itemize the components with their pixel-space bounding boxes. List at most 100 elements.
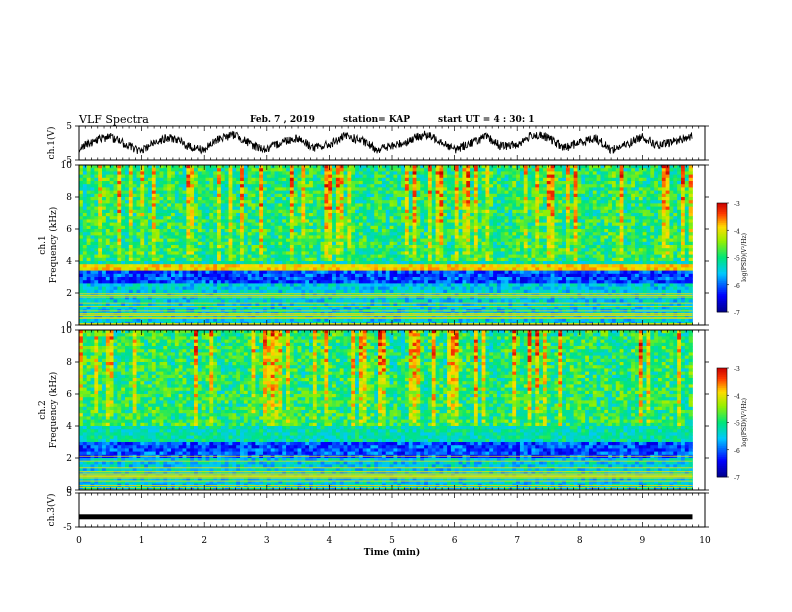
spectrogram-cell [565, 251, 571, 255]
spectrogram-cell [531, 241, 536, 246]
spectrogram-cell [90, 209, 95, 214]
spectrogram-cell [324, 222, 329, 227]
spectrogram-cell [489, 171, 494, 175]
spectrogram-cell [274, 203, 279, 207]
spectrogram-cell [151, 219, 157, 223]
spectrogram-cell [148, 213, 153, 217]
spectrogram-cell [427, 254, 433, 259]
spectrogram-cell [324, 190, 329, 195]
spectrogram-cell [220, 177, 226, 182]
spectrogram-cell [148, 219, 153, 223]
spectrogram-cell [159, 200, 164, 204]
spectrogram-cell [366, 257, 371, 262]
spectrogram-cell [374, 235, 379, 239]
spectrogram-cell [615, 254, 621, 259]
spectrogram-cell [473, 168, 479, 172]
spectrogram-cell [102, 222, 107, 227]
spectrogram-cell [240, 245, 245, 249]
spectrogram-cell [174, 241, 180, 246]
spectrogram-cell [121, 206, 126, 211]
spectrogram-cell [155, 232, 160, 236]
spectrogram-cell [186, 213, 191, 217]
spectrogram-cell [489, 216, 494, 220]
spectrogram-cell [197, 197, 203, 201]
spectrogram-cell [596, 251, 601, 255]
spectrogram-cell [527, 241, 532, 246]
spectrogram-cell [140, 200, 145, 204]
spectrogram-cell [355, 203, 360, 207]
spectrogram-cell [194, 187, 199, 191]
spectrogram-cell [132, 209, 137, 214]
spectrogram-cell [615, 219, 621, 223]
spectrogram-cell [523, 184, 528, 188]
spectrogram-cell [282, 177, 287, 182]
spectrogram-cell [205, 245, 210, 249]
spectrogram-cell [654, 177, 659, 182]
spectrogram-cell [516, 241, 521, 246]
spectrogram-cell [677, 171, 682, 175]
spectrogram-cell [136, 219, 141, 223]
spectrogram-cell [220, 209, 226, 214]
spectrogram-cell [197, 193, 203, 198]
spectrogram-cell [558, 197, 563, 201]
spectrogram-cell [194, 257, 199, 262]
spectrogram-cell [163, 200, 168, 204]
spectrogram-cell [232, 193, 237, 198]
spectrogram-cell [404, 184, 410, 188]
spectrogram-cell [324, 245, 329, 249]
spectrogram-cell [297, 222, 302, 227]
spectrogram-cell [243, 165, 249, 169]
spectrogram-cell [282, 232, 287, 236]
spectrogram-cell [473, 174, 479, 179]
spectrogram-cell [550, 206, 555, 211]
spectrogram-cell [470, 181, 475, 185]
spectrogram-cell [98, 235, 103, 239]
spectrogram-cell [228, 213, 233, 217]
spectrogram-cell [539, 235, 544, 239]
spectrogram-cell [197, 213, 203, 217]
spectrogram-cell [224, 235, 229, 239]
spectrogram-cell [650, 251, 655, 255]
spectrogram-cell [573, 165, 578, 169]
spectrogram-cell [443, 171, 448, 175]
spectrogram-cell [358, 200, 364, 204]
spectrogram-cell [631, 241, 636, 246]
spectrogram-cell [420, 209, 425, 214]
spectrogram-cell [347, 225, 352, 230]
spectrogram-cell [343, 219, 348, 223]
spectrogram-cell [512, 248, 517, 252]
spectrogram-cell [305, 225, 310, 230]
spectrogram-cell [393, 238, 398, 243]
spectrogram-cell [539, 216, 544, 220]
spectrogram-cell [190, 206, 195, 211]
spectrogram-cell [600, 165, 605, 169]
spectrogram-cell [247, 251, 252, 255]
spectrogram-cell [684, 187, 690, 191]
spectrogram-cell [282, 254, 287, 259]
spectrogram-cell [604, 241, 609, 246]
spectrogram-cell [650, 232, 655, 236]
spectrogram-cell [79, 177, 84, 182]
spectrogram-cell [389, 174, 394, 179]
spectrogram-cell [121, 222, 126, 227]
spectrogram-cell [493, 200, 498, 204]
spectrogram-cell [420, 251, 425, 255]
spectrogram-cell [247, 248, 252, 252]
spectrogram-cell [450, 168, 456, 172]
spectrogram-cell [496, 171, 502, 175]
spectrogram-cell [393, 222, 398, 227]
spectrogram-cell [573, 235, 578, 239]
spectrogram-cell [144, 200, 149, 204]
spectrogram-cell [358, 219, 364, 223]
spectrogram-cell [546, 197, 552, 201]
spectrogram-cell [661, 193, 667, 198]
spectrogram-cell [213, 174, 218, 179]
spectrogram-cell [362, 219, 367, 223]
spectrogram-cell [424, 184, 429, 188]
spectrogram-cell [516, 257, 521, 262]
spectrogram-cell [255, 251, 260, 255]
spectrogram-cell [496, 235, 502, 239]
spectrogram-cell [462, 219, 467, 223]
spectrogram-cell [332, 213, 337, 217]
spectrogram-cell [362, 257, 367, 262]
